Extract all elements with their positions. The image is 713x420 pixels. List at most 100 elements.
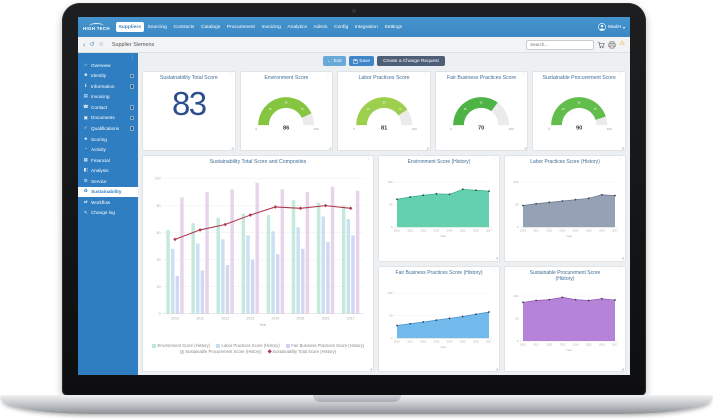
nav-item-catalogs[interactable]: Catalogs	[200, 24, 221, 30]
sidebar-item-invoicing[interactable]: ▤ Invoicing	[78, 92, 138, 103]
card-menu-icon[interactable]: ⋮	[618, 72, 623, 77]
resize-handle-icon[interactable]: ◢	[495, 256, 498, 260]
svg-text:2015: 2015	[586, 229, 592, 233]
svg-text:90: 90	[576, 125, 582, 131]
legend-item-sustainable-procurement-score-history[interactable]: Sustainable Procurement Score (History)	[179, 349, 262, 354]
user-menu[interactable]: MadH ▾	[597, 23, 625, 31]
sidebar-item-service[interactable]: ⚙ Service	[78, 176, 138, 187]
card-menu-icon[interactable]: ⋮	[492, 266, 498, 272]
sidebar-item-label: Qualifications	[91, 125, 120, 131]
x-axis: 2010 2011 2012 2013 2014 2015 2016 2017 Year	[520, 343, 618, 353]
invoice-icon: ▤	[83, 93, 88, 99]
nav-item-config[interactable]: Config	[334, 24, 349, 30]
nav-item-integration[interactable]: Integration	[354, 24, 378, 30]
search-input[interactable]	[526, 39, 595, 50]
alert-icon[interactable]: ⚠	[619, 40, 625, 48]
resize-handle-icon[interactable]: ◢	[230, 145, 234, 150]
create-change-request-label: Create a Change Request	[383, 58, 439, 64]
status-badge-icon	[129, 84, 134, 89]
sidebar-item-overview[interactable]: ⌂ Overview	[78, 60, 138, 71]
svg-text:2017: 2017	[486, 339, 492, 343]
resize-handle-icon[interactable]: ◢	[523, 145, 527, 150]
data-point-marker	[614, 194, 616, 197]
sidebar-item-sustainability[interactable]: ♻ Sustainability	[78, 186, 138, 198]
sidebar-item-documents[interactable]: ▣ Documents	[78, 113, 138, 124]
svg-text:50: 50	[480, 100, 483, 104]
sidebar-menu-icon[interactable]: ⋮	[130, 54, 135, 60]
sidebar-item-change-log[interactable]: ✎ Change log	[78, 208, 138, 219]
fair-business-history-card: ⋮ Fair Business Practices Score (History…	[378, 265, 500, 372]
legend-item-sustainability-total-score-history[interactable]: Sustainability Total Score (History)	[266, 349, 336, 354]
card-menu-icon[interactable]: ⋮	[228, 72, 233, 77]
user-name: MadH	[607, 24, 621, 30]
total-score-value: 83	[171, 84, 207, 122]
svg-text:2012: 2012	[546, 343, 552, 347]
sidebar-item-qualifications[interactable]: ✓ Qualifications	[78, 123, 138, 134]
nav-item-procurement[interactable]: Procurement	[226, 24, 255, 30]
card-menu-icon[interactable]: ⋮	[618, 266, 624, 272]
svg-text:0: 0	[517, 225, 519, 229]
nav-item-invoicing[interactable]: Invoicing	[261, 24, 281, 30]
logo-text: HIGH TECH	[83, 25, 110, 31]
resize-handle-icon[interactable]: ◢	[426, 145, 429, 150]
environment-history-card: ⋮ Environment Score (History) 0 50 100 2010…	[378, 155, 500, 262]
resize-handle-icon[interactable]: ◢	[621, 366, 624, 371]
svg-text:100: 100	[513, 180, 518, 184]
legend-item-environment-score-history[interactable]: Environment Score (History)	[151, 343, 210, 348]
data-point-marker	[422, 320, 425, 323]
card-menu-icon[interactable]: ⋮	[325, 72, 331, 77]
back-icon[interactable]: ‹	[83, 39, 86, 49]
sidebar-item-workflow[interactable]: ⇄ Workflow	[78, 197, 138, 208]
save-button[interactable]: Save	[348, 56, 375, 66]
sidebar-item-identity[interactable]: ☻ Identity	[78, 71, 138, 82]
nav-item-contracts[interactable]: Contracts	[173, 24, 195, 30]
card-menu-icon[interactable]: ⋮	[366, 156, 372, 161]
card-menu-icon[interactable]: ⋮	[492, 156, 498, 161]
nav-item-analytics[interactable]: Analytics	[287, 24, 307, 30]
refresh-icon[interactable]: ↺	[89, 41, 95, 48]
card-menu-icon[interactable]: ⋮	[520, 72, 526, 77]
legend-item-fair-business-practices-score-history[interactable]: Fair Business Practices Score (History)	[285, 343, 364, 348]
user-icon: ☻	[83, 72, 89, 78]
data-point-marker	[548, 201, 551, 204]
cart-icon[interactable]	[597, 41, 605, 49]
sidebar-item-contact[interactable]: ☎ Contact	[78, 102, 138, 113]
total-score-card: ⋮ Sustainability Total Score 83 ◢	[142, 71, 236, 151]
svg-text:2016: 2016	[322, 316, 330, 320]
svg-text:100: 100	[387, 291, 392, 295]
resize-handle-icon[interactable]: ◢	[495, 366, 498, 371]
nav-item-sourcing[interactable]: Sourcing	[147, 24, 167, 30]
chart-icon: ◧	[83, 167, 88, 173]
legend-label: Labor Practices Score (History)	[221, 343, 280, 349]
resize-handle-icon[interactable]: ◢	[369, 366, 372, 371]
composites-chart: 0 20 40 60 80 100 2010 2011 2012 2013 2014 2015 2016…	[155, 176, 364, 327]
x-axis: 2010 2011 2012 2013 2014 2015 2016 2017 Year	[394, 229, 492, 239]
sidebar-item-financial[interactable]: ▦ Financial	[78, 155, 138, 166]
sidebar-item-label: Invoicing	[91, 94, 110, 100]
resize-handle-icon[interactable]: ◢	[621, 256, 624, 260]
sidebar-item-scoring[interactable]: ★ Scoring	[78, 134, 138, 145]
sidebar-item-analysis[interactable]: ◧ Analysis	[78, 165, 138, 176]
status-badge-icon	[129, 115, 134, 121]
data-point-marker	[435, 193, 438, 195]
resize-handle-icon[interactable]: ◢	[328, 145, 332, 150]
printer-icon[interactable]	[608, 40, 616, 49]
resize-handle-icon[interactable]: ◢	[621, 145, 624, 150]
card-menu-icon[interactable]: ⋮	[618, 156, 624, 161]
svg-text:0: 0	[517, 339, 519, 343]
sidebar-item-activity[interactable]: ◔ Activity	[78, 144, 138, 155]
exit-button[interactable]: ← Exit	[323, 56, 346, 66]
sidebar-item-label: Documents	[91, 115, 115, 121]
sidebar-item-information[interactable]: ℹ Information	[78, 81, 138, 92]
favorite-star-icon[interactable]: ☆	[98, 41, 104, 48]
card-menu-icon[interactable]: ⋮	[423, 72, 428, 77]
create-change-request-button[interactable]: Create a Change Request	[377, 56, 445, 66]
app-logo[interactable]: HIGH TECH	[83, 22, 110, 31]
legend-item-labor-practices-score-history[interactable]: Labor Practices Score (History)	[216, 343, 280, 348]
nav-item-settings[interactable]: Settings	[384, 24, 403, 30]
svg-text:2013: 2013	[560, 229, 566, 233]
card-title: Environment Score (History)	[407, 159, 471, 165]
nav-item-suppliers[interactable]: Suppliers	[115, 22, 144, 32]
nav-item-admin[interactable]: Admin	[313, 24, 328, 30]
svg-text:80: 80	[157, 203, 161, 207]
